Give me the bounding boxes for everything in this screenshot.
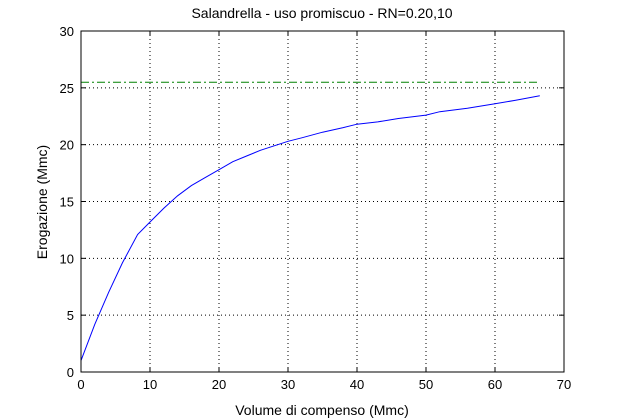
y-tick-label: 20 [60, 138, 74, 153]
x-tick-label: 30 [281, 377, 295, 392]
y-tick-label: 0 [67, 365, 74, 380]
x-tick-label: 20 [212, 377, 226, 392]
y-tick-label: 5 [67, 308, 74, 323]
x-tick-label: 70 [557, 377, 571, 392]
chart-title: Salandrella - uso promiscuo - RN=0.20,10 [191, 5, 452, 21]
ticks: 0 10 20 30 40 50 60 70 0 5 10 15 20 25 30 [60, 24, 572, 392]
x-tick-label: 10 [143, 377, 157, 392]
y-tick-label: 10 [60, 251, 74, 266]
y-tick-label: 15 [60, 195, 74, 210]
x-tick-label: 40 [350, 377, 364, 392]
x-axis-label: Volume di compenso (Mmc) [235, 402, 409, 418]
y-axis-label: Erogazione (Mmc) [34, 145, 50, 259]
x-tick-label: 60 [488, 377, 502, 392]
series-line-1 [80, 95, 540, 361]
x-tick-label: 50 [419, 377, 433, 392]
x-tick-label: 0 [77, 377, 84, 392]
y-tick-label: 30 [60, 24, 74, 39]
y-tick-label: 25 [60, 81, 74, 96]
grid [81, 31, 564, 372]
series-layer [80, 81, 540, 361]
